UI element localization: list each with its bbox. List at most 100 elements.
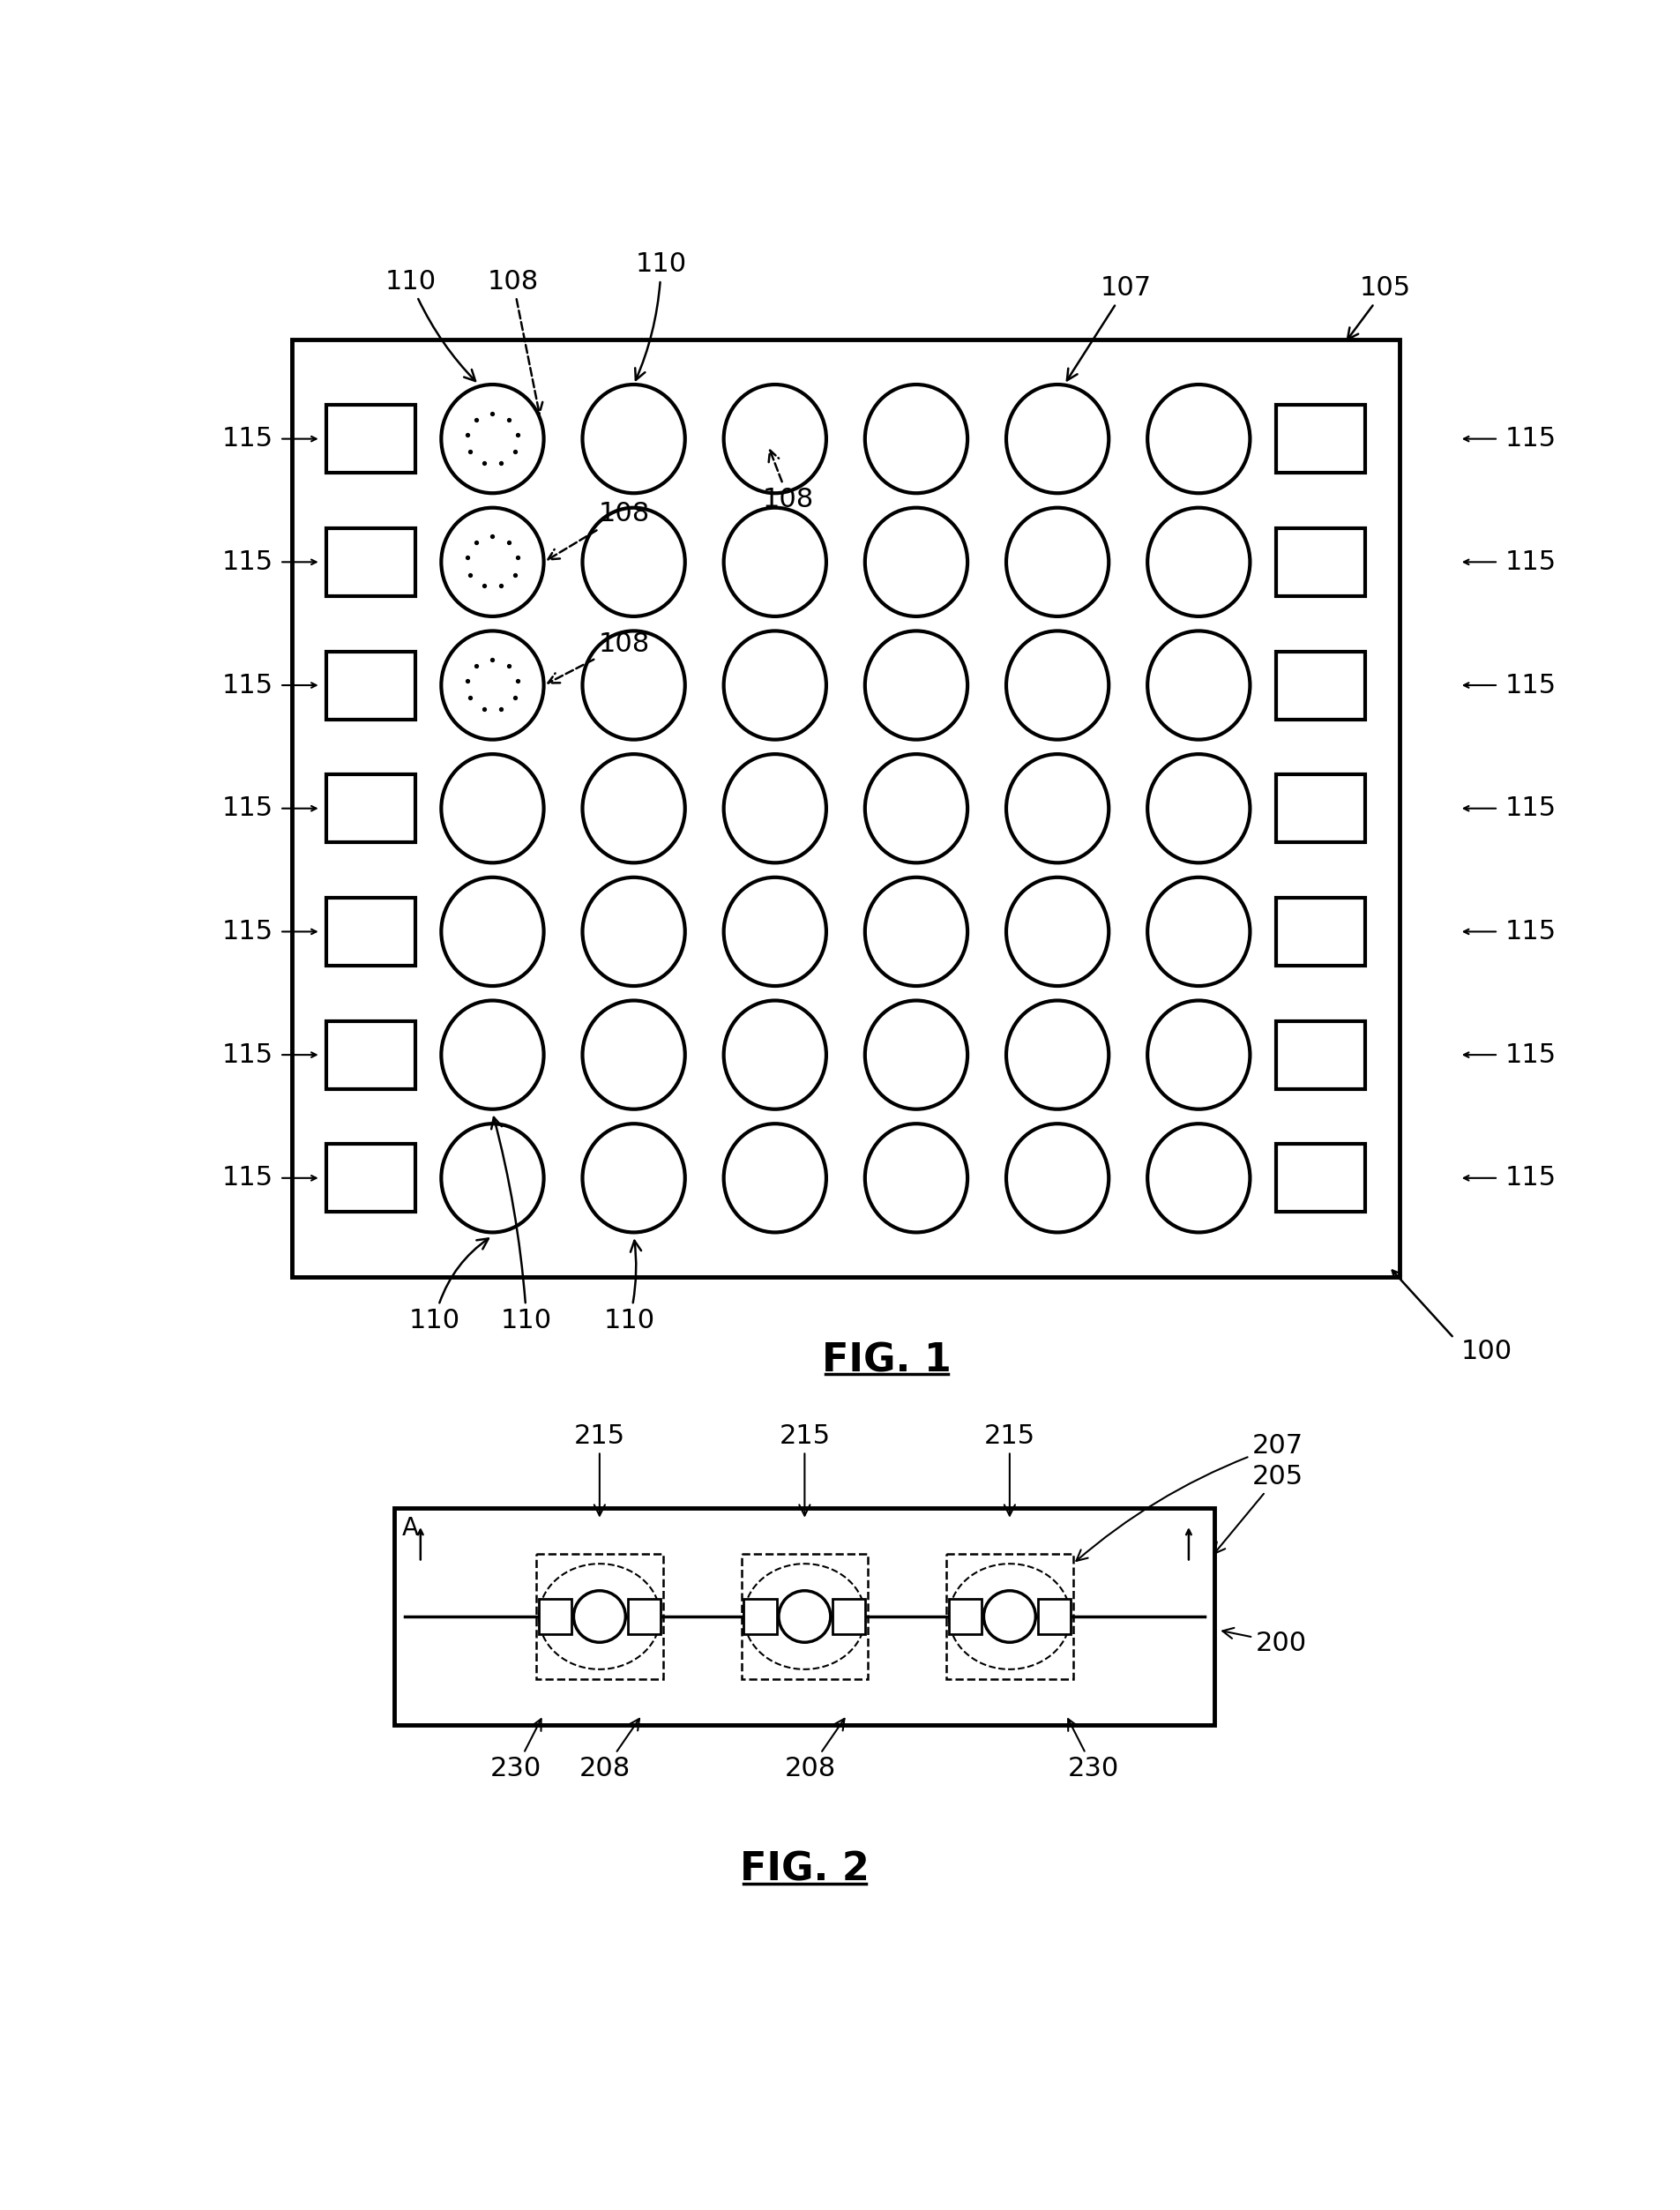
Bar (326, 652, 415, 718)
Text: 115: 115 (222, 919, 272, 944)
Ellipse shape (1006, 1123, 1109, 1233)
Ellipse shape (1147, 1001, 1250, 1109)
Bar (946, 1554, 1074, 1680)
Ellipse shape (724, 877, 827, 986)
Ellipse shape (573, 1591, 625, 1642)
Bar (1277, 652, 1366, 718)
Text: 115: 115 (222, 672, 272, 698)
Bar (1277, 1145, 1366, 1211)
Bar (1277, 404, 1366, 473)
Text: 115: 115 (1505, 550, 1556, 575)
Ellipse shape (442, 1001, 544, 1109)
Text: 215: 215 (575, 1423, 625, 1516)
Text: 108: 108 (548, 502, 650, 559)
Ellipse shape (1147, 385, 1250, 493)
Ellipse shape (583, 1001, 685, 1109)
Ellipse shape (583, 385, 685, 493)
Ellipse shape (1147, 877, 1250, 986)
Bar (326, 404, 415, 473)
Text: 110: 110 (408, 1238, 489, 1333)
Text: FIG. 2: FIG. 2 (739, 1850, 869, 1890)
Bar (292, 340, 1399, 1277)
Text: 115: 115 (222, 1043, 272, 1067)
Text: 110: 110 (635, 252, 687, 380)
Ellipse shape (865, 1001, 968, 1109)
Ellipse shape (442, 1123, 544, 1233)
Text: 107: 107 (1067, 276, 1151, 380)
Text: 200: 200 (1223, 1629, 1307, 1655)
Bar (326, 1021, 415, 1090)
Text: 115: 115 (1505, 672, 1556, 698)
Ellipse shape (865, 385, 968, 493)
Text: 115: 115 (222, 550, 272, 575)
Text: 105: 105 (1347, 276, 1411, 340)
Ellipse shape (724, 630, 827, 740)
Ellipse shape (724, 385, 827, 493)
Text: 115: 115 (1505, 919, 1556, 944)
Ellipse shape (442, 877, 544, 986)
Text: 207: 207 (1077, 1434, 1304, 1560)
Ellipse shape (1147, 630, 1250, 740)
Text: 215: 215 (780, 1423, 830, 1516)
Bar (1277, 528, 1366, 597)
Ellipse shape (442, 754, 544, 862)
Bar (1277, 773, 1366, 842)
Text: 208: 208 (580, 1719, 640, 1781)
Bar (628, 1598, 660, 1633)
Text: 108: 108 (487, 270, 543, 413)
Ellipse shape (724, 754, 827, 862)
Text: 230: 230 (1068, 1719, 1119, 1781)
Text: FIG. 1: FIG. 1 (822, 1341, 951, 1379)
Ellipse shape (442, 630, 544, 740)
Text: 115: 115 (222, 427, 272, 451)
Ellipse shape (865, 1123, 968, 1233)
Bar (741, 1554, 869, 1680)
Text: 115: 115 (222, 796, 272, 822)
Ellipse shape (442, 508, 544, 617)
Ellipse shape (583, 630, 685, 740)
Ellipse shape (1006, 508, 1109, 617)
Text: 110: 110 (603, 1240, 655, 1333)
Ellipse shape (778, 1591, 830, 1642)
Ellipse shape (865, 630, 968, 740)
Bar (326, 897, 415, 966)
Ellipse shape (1147, 508, 1250, 617)
Text: 230: 230 (491, 1719, 541, 1781)
Ellipse shape (583, 754, 685, 862)
Text: 108: 108 (763, 451, 815, 513)
Ellipse shape (724, 1123, 827, 1233)
Bar (1277, 897, 1366, 966)
Ellipse shape (1147, 754, 1250, 862)
Text: 115: 115 (1505, 796, 1556, 822)
Bar (833, 1598, 865, 1633)
Text: A: A (402, 1516, 418, 1540)
Bar (539, 1598, 571, 1633)
Text: 205: 205 (1215, 1463, 1304, 1554)
Ellipse shape (865, 877, 968, 986)
Text: 100: 100 (1460, 1339, 1512, 1364)
Text: 110: 110 (385, 270, 475, 380)
Ellipse shape (1147, 1123, 1250, 1233)
Bar (1038, 1598, 1070, 1633)
Ellipse shape (583, 877, 685, 986)
Ellipse shape (1006, 1001, 1109, 1109)
Ellipse shape (1006, 754, 1109, 862)
Bar (326, 1145, 415, 1211)
Ellipse shape (724, 508, 827, 617)
Ellipse shape (583, 1123, 685, 1233)
Text: 115: 115 (222, 1165, 272, 1191)
Bar (744, 1598, 776, 1633)
Ellipse shape (1006, 385, 1109, 493)
Ellipse shape (865, 754, 968, 862)
Bar (1277, 1021, 1366, 1090)
Text: 108: 108 (548, 632, 650, 683)
Ellipse shape (1006, 877, 1109, 986)
Text: 208: 208 (785, 1719, 845, 1781)
Ellipse shape (442, 385, 544, 493)
Ellipse shape (1006, 630, 1109, 740)
Bar (326, 773, 415, 842)
Ellipse shape (984, 1591, 1035, 1642)
Bar (395, 1507, 1215, 1726)
Bar (536, 1554, 664, 1680)
Text: 115: 115 (1505, 427, 1556, 451)
